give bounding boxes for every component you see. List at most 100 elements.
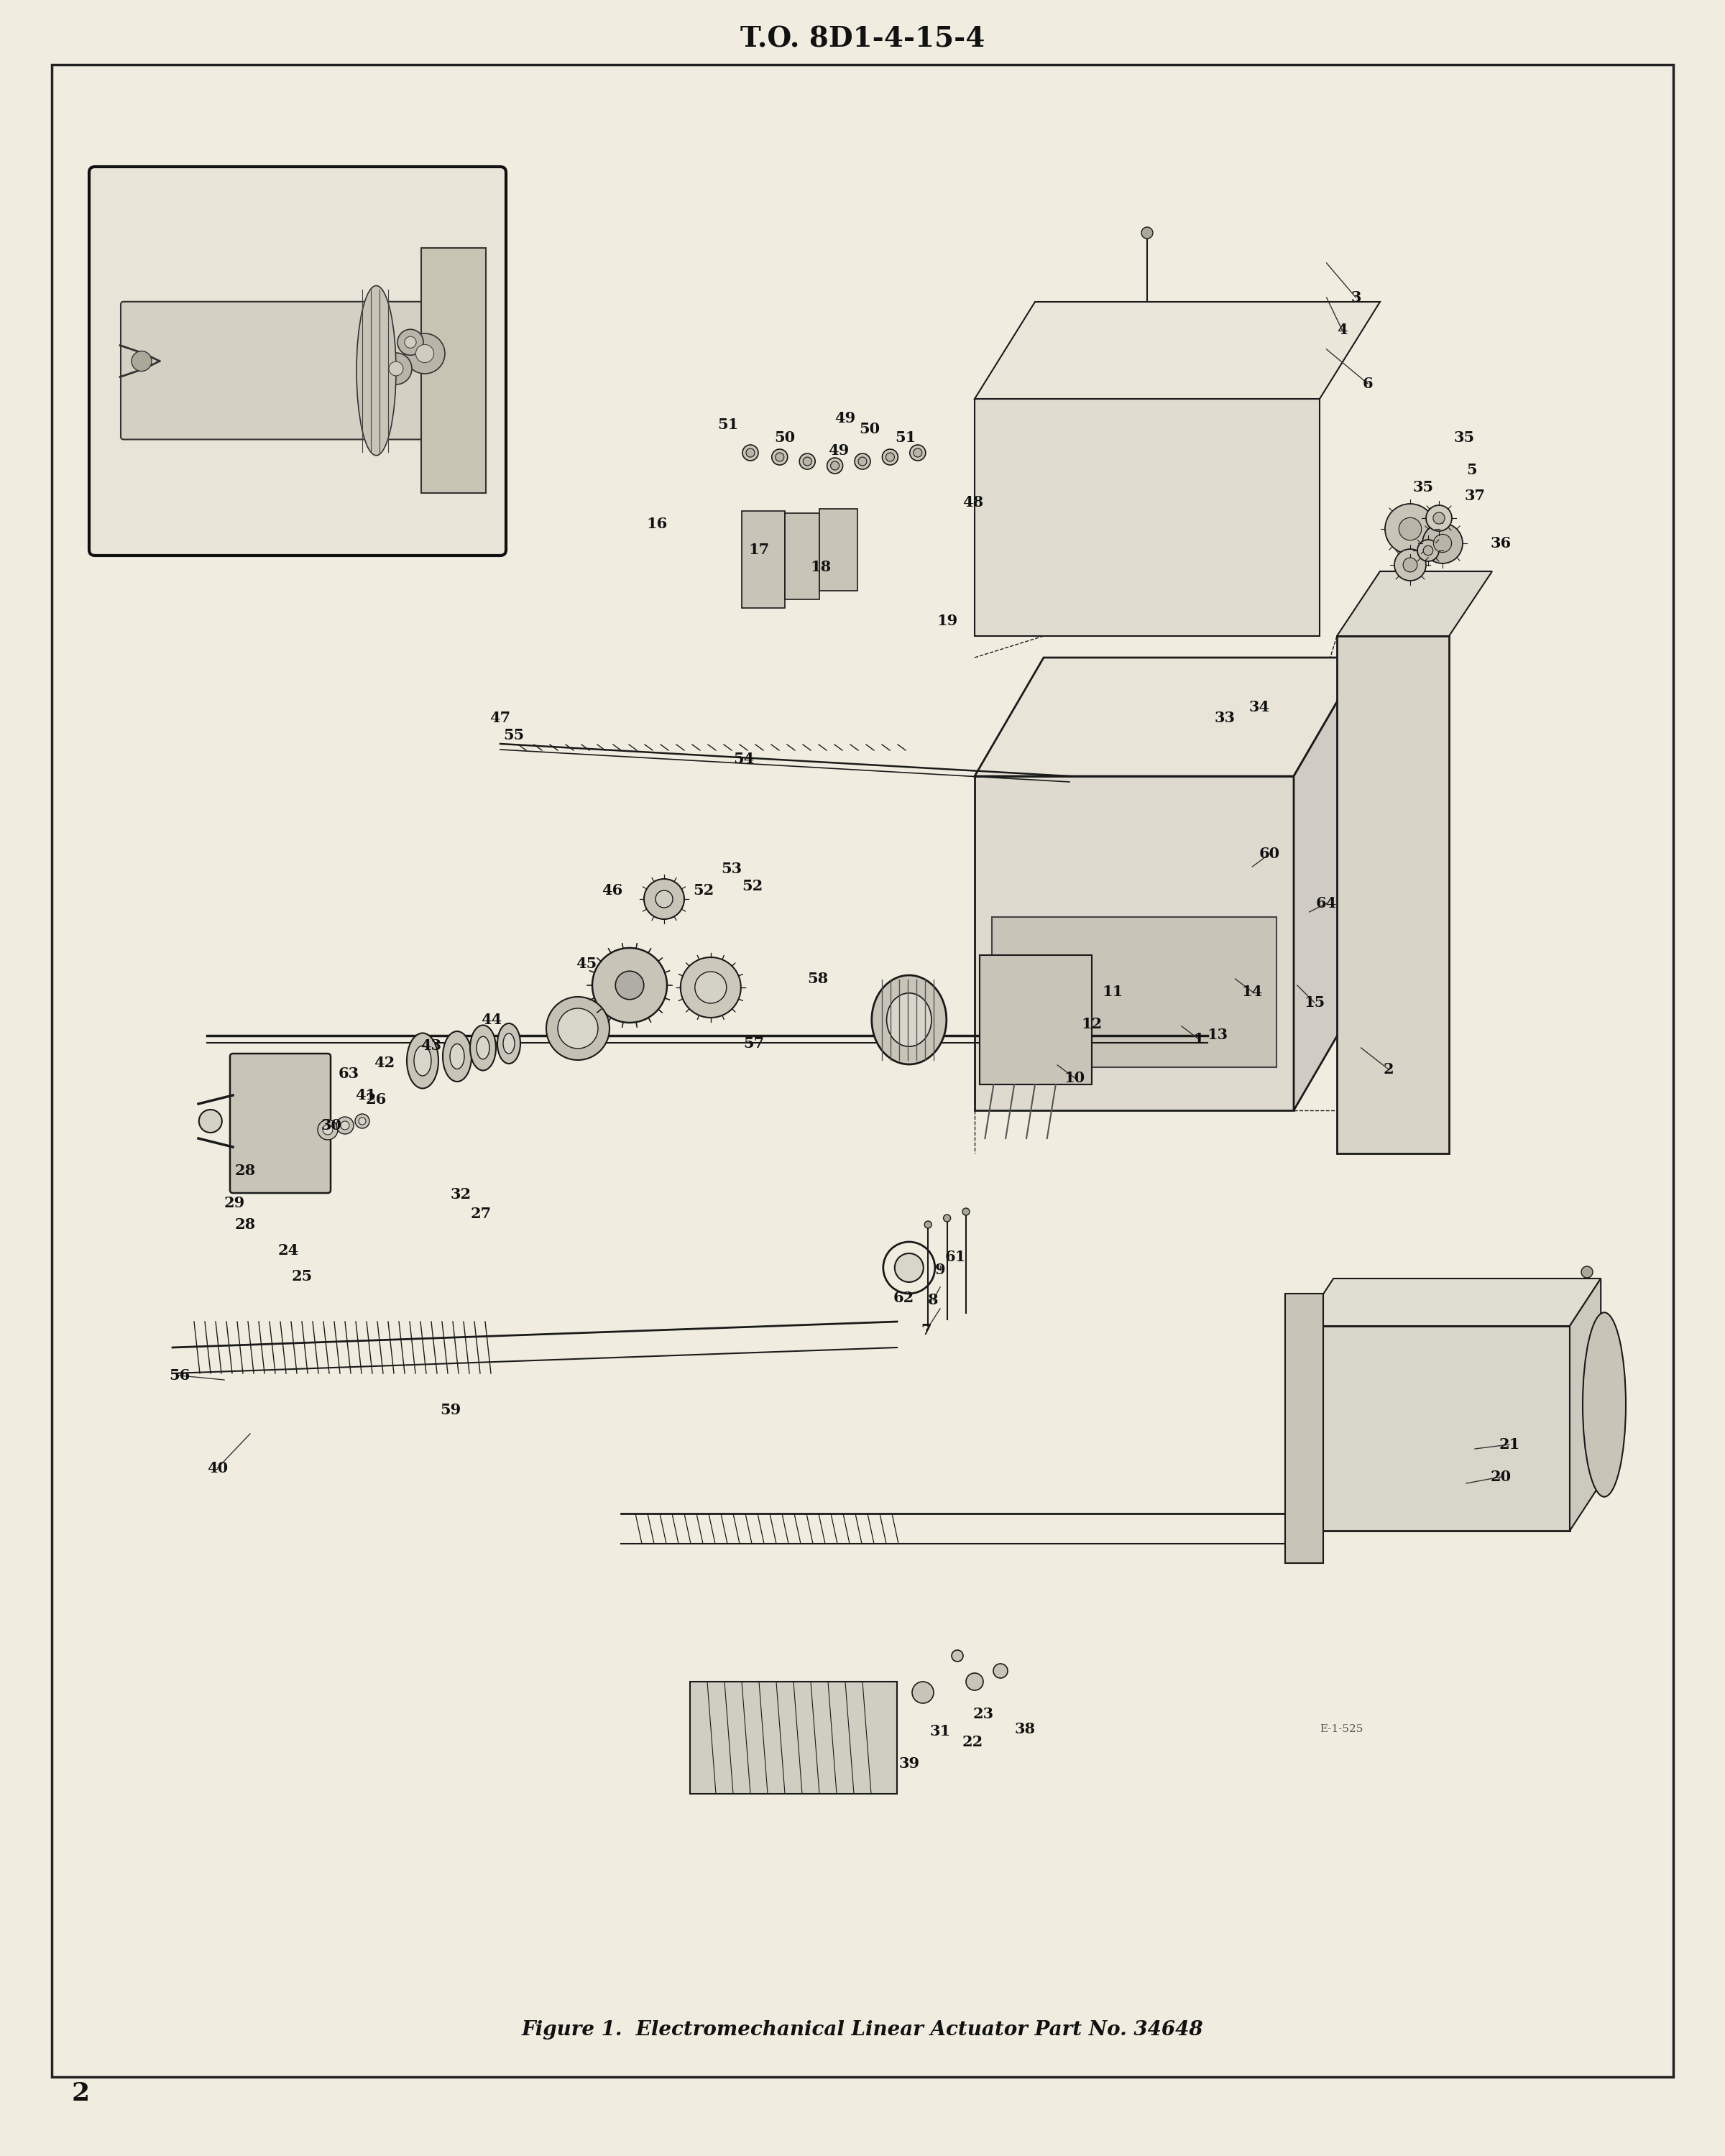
Text: 48: 48 [963, 496, 983, 509]
Text: 24: 24 [278, 1244, 298, 1257]
Bar [975, 776, 1294, 1110]
Circle shape [963, 1207, 969, 1216]
Circle shape [1423, 524, 1463, 563]
FancyBboxPatch shape [121, 302, 445, 440]
Text: 47: 47 [490, 711, 511, 724]
Text: 28: 28 [235, 1218, 255, 1231]
Ellipse shape [450, 1044, 464, 1069]
Text: 33: 33 [1214, 711, 1235, 724]
Text: 57: 57 [743, 1037, 764, 1050]
Circle shape [405, 336, 416, 347]
Text: 32: 32 [450, 1188, 471, 1201]
Bar [992, 916, 1276, 1067]
Circle shape [994, 1664, 1007, 1677]
Text: 44: 44 [481, 1013, 502, 1026]
Polygon shape [1570, 1279, 1601, 1531]
Text: Figure 1.  Electromechanical Linear Actuator Part No. 34648: Figure 1. Electromechanical Linear Actua… [521, 2020, 1204, 2040]
Text: 51: 51 [895, 431, 916, 444]
Circle shape [656, 890, 673, 908]
Circle shape [1385, 505, 1435, 554]
Circle shape [881, 448, 899, 466]
Text: 13: 13 [1208, 1028, 1228, 1041]
Ellipse shape [476, 1037, 490, 1059]
Circle shape [966, 1673, 983, 1690]
Text: 55: 55 [504, 729, 524, 742]
Text: 61: 61 [945, 1250, 966, 1263]
Circle shape [1399, 517, 1421, 541]
Circle shape [826, 457, 844, 474]
Text: 26: 26 [366, 1093, 386, 1106]
Ellipse shape [443, 1031, 471, 1082]
Circle shape [804, 457, 812, 466]
Text: 16: 16 [647, 517, 668, 530]
Text: 18: 18 [811, 561, 831, 573]
Text: 34: 34 [1249, 701, 1270, 714]
Circle shape [909, 444, 926, 461]
Bar [819, 509, 857, 591]
Text: E-1-525: E-1-525 [1320, 1725, 1363, 1733]
Text: 25: 25 [292, 1270, 312, 1283]
FancyBboxPatch shape [90, 166, 505, 556]
Text: 49: 49 [835, 412, 856, 425]
Ellipse shape [887, 994, 932, 1046]
Text: 40: 40 [207, 1462, 228, 1475]
Circle shape [854, 453, 871, 470]
Text: 23: 23 [973, 1708, 994, 1720]
Ellipse shape [871, 975, 947, 1065]
Text: 20: 20 [1490, 1470, 1511, 1483]
Text: 41: 41 [355, 1089, 376, 1102]
Circle shape [776, 453, 783, 461]
Circle shape [547, 996, 609, 1061]
Circle shape [1418, 539, 1439, 561]
Circle shape [799, 453, 816, 470]
Text: 19: 19 [937, 614, 957, 627]
Text: 50: 50 [859, 423, 880, 436]
Text: 60: 60 [1259, 847, 1280, 860]
Bar [742, 511, 785, 608]
Circle shape [887, 453, 895, 461]
Polygon shape [1294, 658, 1363, 1110]
Circle shape [1142, 226, 1152, 239]
Bar [421, 248, 486, 494]
Circle shape [131, 351, 152, 371]
Text: 35: 35 [1454, 431, 1475, 444]
Text: 2: 2 [72, 2081, 90, 2106]
Text: 21: 21 [1499, 1438, 1520, 1451]
Text: 58: 58 [807, 972, 828, 985]
Text: 2: 2 [1383, 1063, 1394, 1076]
Circle shape [616, 970, 643, 1000]
Polygon shape [1337, 571, 1492, 636]
Text: 50: 50 [775, 431, 795, 444]
Circle shape [1423, 545, 1433, 556]
Circle shape [747, 448, 756, 457]
Circle shape [592, 949, 668, 1022]
Text: 35: 35 [1413, 481, 1433, 494]
Text: 39: 39 [899, 1757, 919, 1770]
Text: 63: 63 [338, 1067, 359, 1080]
Text: 38: 38 [1014, 1723, 1035, 1736]
Text: 36: 36 [1490, 537, 1511, 550]
Text: 8: 8 [928, 1294, 938, 1307]
Text: 59: 59 [440, 1404, 461, 1416]
Circle shape [1433, 513, 1446, 524]
Circle shape [1433, 535, 1452, 552]
Text: 43: 43 [421, 1039, 442, 1052]
Circle shape [397, 330, 423, 356]
Ellipse shape [414, 1046, 431, 1076]
Polygon shape [1302, 1279, 1601, 1326]
Ellipse shape [497, 1024, 521, 1063]
Text: 6: 6 [1363, 377, 1373, 390]
Polygon shape [975, 302, 1380, 399]
Text: 7: 7 [921, 1324, 932, 1337]
Text: 4: 4 [1337, 323, 1347, 336]
Circle shape [323, 1125, 333, 1134]
Text: 51: 51 [718, 418, 738, 431]
Circle shape [680, 957, 742, 1018]
Text: 3: 3 [1351, 291, 1361, 304]
Circle shape [831, 461, 838, 470]
Circle shape [317, 1119, 338, 1141]
Text: 5: 5 [1466, 464, 1477, 476]
Circle shape [895, 1253, 923, 1283]
Circle shape [695, 972, 726, 1003]
Text: 11: 11 [1102, 985, 1123, 998]
